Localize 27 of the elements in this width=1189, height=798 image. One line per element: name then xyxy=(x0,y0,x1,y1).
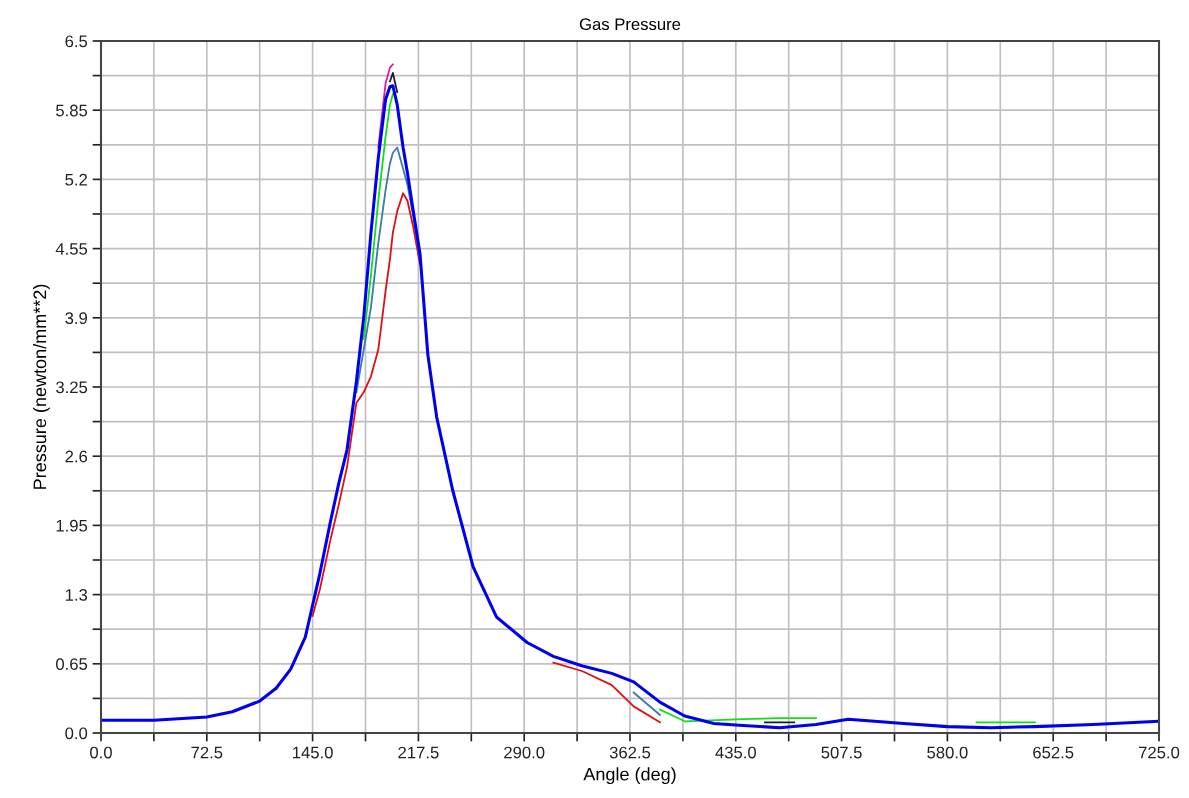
y-tick-label: 1.3 xyxy=(65,589,88,601)
x-tick-label: 507.5 xyxy=(821,746,862,759)
y-tick-label: 0.65 xyxy=(56,658,88,670)
y-tick-label: 5.85 xyxy=(56,104,88,117)
x-tick-label: 72.5 xyxy=(191,746,223,759)
y-tick-label: 5.2 xyxy=(65,173,87,186)
x-tick-label: 580.0 xyxy=(927,746,968,759)
x-tick-label: 290.0 xyxy=(504,746,545,759)
y-tick-label: 0.0 xyxy=(65,727,88,740)
x-tick-label: 725.0 xyxy=(1139,746,1180,759)
line-series xyxy=(101,84,1159,730)
x-tick-label: 0.0 xyxy=(90,746,112,759)
y-tick-label: 1.95 xyxy=(56,519,88,532)
y-tick-label: 3.25 xyxy=(56,381,88,394)
y-tick-label: 2.6 xyxy=(65,450,88,463)
x-axis-title: Angle (deg) xyxy=(583,767,676,785)
y-tick-label: 3.9 xyxy=(65,312,88,324)
y-tick-label: 4.55 xyxy=(55,243,88,255)
x-tick-label: 652.5 xyxy=(1033,746,1074,759)
y-tick-label: 6.5 xyxy=(65,35,88,48)
x-tick-label: 145.0 xyxy=(293,746,333,759)
y-axis-title: Pressure (newton/mm**2) xyxy=(32,284,50,489)
line-series xyxy=(377,63,394,149)
x-tick-label: 362.5 xyxy=(609,746,651,759)
x-tick-label: 435.0 xyxy=(715,746,756,759)
chart-title: Gas Pressure xyxy=(579,18,681,31)
x-tick-label: 217.5 xyxy=(398,746,439,759)
